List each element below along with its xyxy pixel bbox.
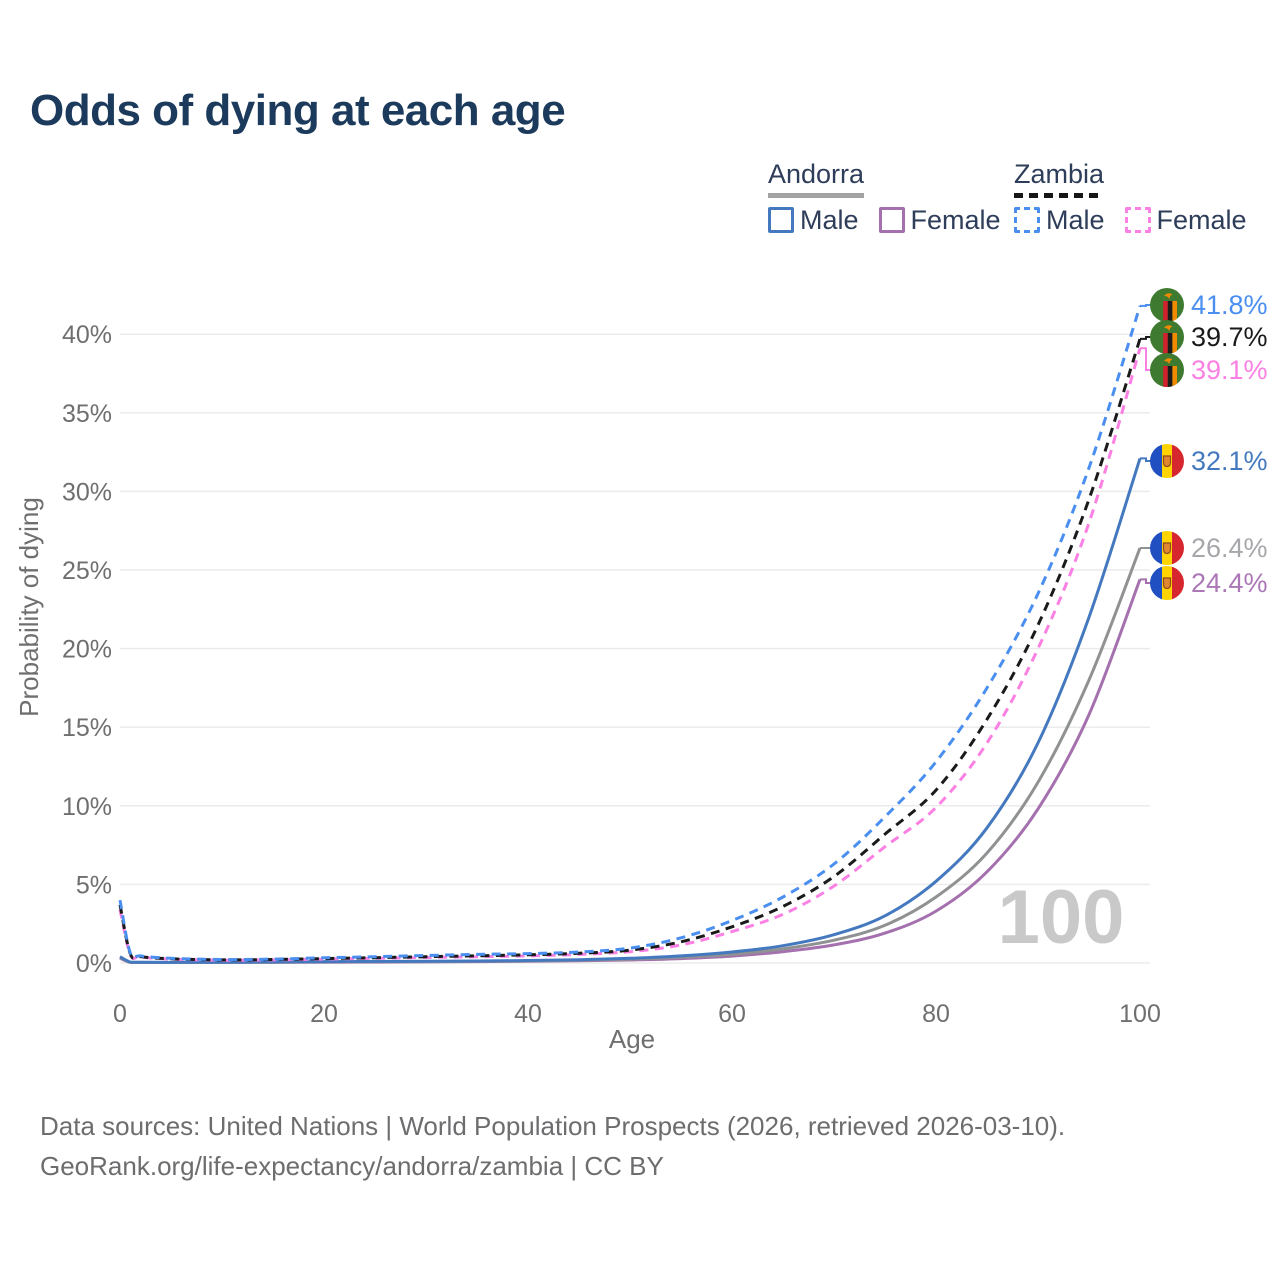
end-label-value: 39.7% — [1191, 321, 1268, 352]
line-andorra-male[interactable] — [119, 457, 1142, 964]
legend-label-zambia-male: Male — [1046, 204, 1105, 235]
line-zambia-female[interactable] — [118, 347, 1142, 962]
age-counter-watermark: 100 — [998, 875, 1125, 960]
andorra-flag-icon — [1150, 531, 1184, 565]
x-axis-title: Age — [609, 1024, 655, 1054]
label-connector — [1140, 578, 1151, 584]
legend-checkbox-andorra-male-icon — [768, 207, 794, 234]
line-zambia-male[interactable] — [118, 305, 1142, 962]
label-connector — [1140, 347, 1151, 371]
x-tick-label: 0 — [113, 1000, 127, 1028]
y-tick-label: 35% — [62, 400, 112, 428]
x-tick-label: 20 — [310, 1000, 338, 1028]
end-label-zambia-both: 39.7% — [1150, 320, 1268, 354]
legend-checkbox-zambia-male-icon — [1014, 207, 1040, 234]
end-label-andorra-both: 26.4% — [1150, 531, 1268, 565]
zambia-flag-icon — [1150, 288, 1184, 322]
series-lines — [118, 305, 1142, 965]
y-tick-label: 0% — [76, 950, 112, 978]
line-andorra-female[interactable] — [119, 578, 1142, 964]
legend-group-andorra: Andorra Male Female — [768, 159, 1001, 236]
label-connector — [1140, 457, 1151, 462]
legend-line-sample-zambia — [1014, 192, 1104, 198]
x-tick-label: 100 — [1119, 1000, 1161, 1028]
y-tick-label: 10% — [62, 793, 112, 821]
y-tick-label: 20% — [62, 636, 112, 664]
end-label-andorra-female: 24.4% — [1150, 566, 1268, 600]
legend-label-zambia-female: Female — [1156, 204, 1247, 235]
x-tick-label: 80 — [922, 1000, 950, 1028]
end-label-zambia-male: 41.8% — [1150, 288, 1268, 322]
x-axis-tick-labels: 0 20 40 60 80 100 — [113, 1000, 1161, 1028]
x-tick-label: 60 — [718, 1000, 746, 1028]
legend-country-andorra: Andorra — [768, 159, 865, 189]
legend-checkbox-andorra-female-icon — [878, 207, 905, 234]
y-tick-label: 5% — [76, 871, 112, 899]
end-label-value: 26.4% — [1191, 532, 1268, 563]
zambia-flag-icon — [1150, 353, 1184, 387]
y-axis-tick-labels: 0% 5% 10% 15% 20% 25% 30% 35% 40% — [62, 321, 112, 978]
legend-item-andorra-female[interactable]: Female — [878, 204, 1001, 236]
y-tick-label: 25% — [62, 557, 112, 585]
andorra-flag-icon — [1150, 444, 1184, 478]
legend-line-sample-andorra — [768, 192, 864, 198]
legend-checkbox-zambia-female-icon — [1124, 207, 1151, 234]
legend-label-andorra-female: Female — [910, 204, 1001, 235]
legend-group-zambia: Zambia Male Female — [1014, 159, 1247, 236]
gridlines — [120, 333, 1150, 964]
zambia-flag-icon — [1150, 320, 1184, 354]
end-label-value: 24.4% — [1191, 567, 1268, 598]
footer-attribution: GeoRank.org/life-expectancy/andorra/zamb… — [40, 1151, 664, 1181]
footer-data-sources: Data sources: United Nations | World Pop… — [40, 1111, 1066, 1141]
label-connectors — [1140, 304, 1151, 584]
line-andorra-both-sexes[interactable] — [119, 547, 1142, 965]
end-label-andorra-male: 32.1% — [1150, 444, 1268, 478]
legend-item-zambia-female[interactable]: Female — [1124, 204, 1247, 236]
end-label-value: 41.8% — [1191, 289, 1268, 320]
y-tick-label: 15% — [62, 714, 112, 742]
end-label-value: 32.1% — [1191, 445, 1268, 476]
label-connector — [1140, 304, 1151, 307]
y-tick-label: 40% — [62, 321, 112, 349]
end-label-value: 39.1% — [1191, 354, 1268, 385]
page-title: Odds of dying at each age — [30, 86, 566, 135]
legend-label-andorra-male: Male — [800, 204, 859, 235]
y-axis-title: Probability of dying — [14, 497, 44, 717]
label-connector — [1140, 336, 1151, 340]
end-label-zambia-female: 39.1% — [1150, 353, 1268, 387]
legend-country-zambia: Zambia — [1014, 159, 1105, 189]
line-zambia-both-sexes[interactable] — [118, 338, 1142, 962]
andorra-flag-icon — [1150, 566, 1184, 600]
y-tick-label: 30% — [62, 478, 112, 506]
x-tick-label: 40 — [514, 1000, 542, 1028]
legend-item-zambia-male[interactable]: Male — [1014, 205, 1105, 236]
legend-item-andorra-male[interactable]: Male — [768, 205, 859, 236]
